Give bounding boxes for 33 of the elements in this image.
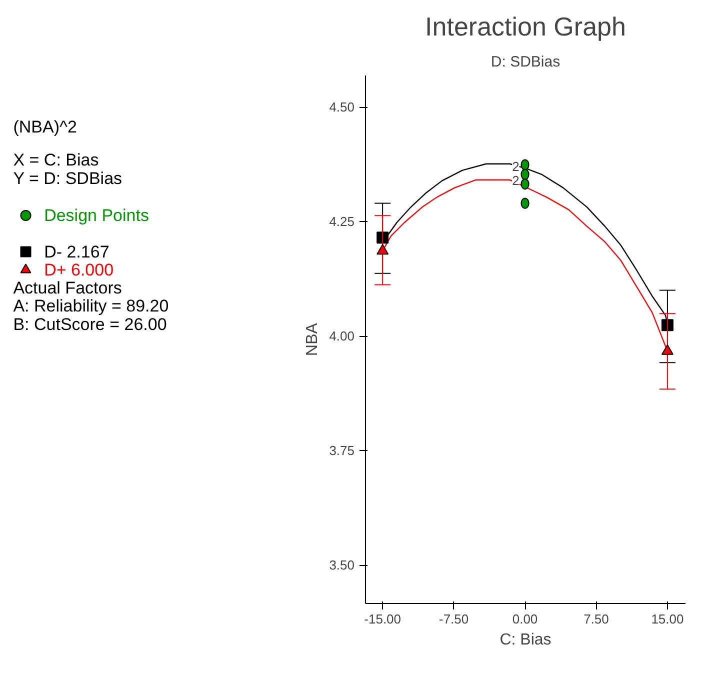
x-tick-label: -7.50 [438,612,469,626]
point [376,244,389,255]
point [520,168,530,180]
text: (NBA)^2 [13,117,77,136]
point [661,344,674,355]
x-axis-title: C: Bias [500,632,552,648]
y-tick-label: 4.00 [329,328,355,344]
chart-title: Interaction Graph [425,12,626,42]
text: B: CutScore = 26.00 [13,314,167,334]
point [376,232,389,244]
legend-label: D+ 6.000 [44,260,114,280]
y-tick-label: 3.75 [329,443,355,458]
y-axis-title: NBA [304,322,322,356]
x-tick-label: 0.00 [512,612,538,626]
legend-label: Design Points [44,206,149,225]
point [520,178,530,190]
x-tick-label: 7.50 [584,612,609,626]
point [661,319,674,332]
point [520,159,530,170]
y-tick-label: 4.25 [329,214,355,230]
text: Y = D: SDBias [13,168,122,188]
point [520,198,530,209]
annotation: 2 [512,172,520,188]
y-tick-label: 4.50 [329,100,355,115]
chart-subtitle: D: SDBias [490,54,560,70]
annotation: 2 [512,159,520,174]
y-tick-label: 3.50 [329,558,355,573]
text: Actual Factors [13,278,122,298]
x-tick-label: -15.00 [364,612,402,626]
text: A: Reliability = 89.20 [13,296,169,316]
legend-label: D- 2.167 [44,242,110,262]
text: X = C: Bias [13,150,99,170]
x-tick-label: 15.00 [651,612,684,626]
